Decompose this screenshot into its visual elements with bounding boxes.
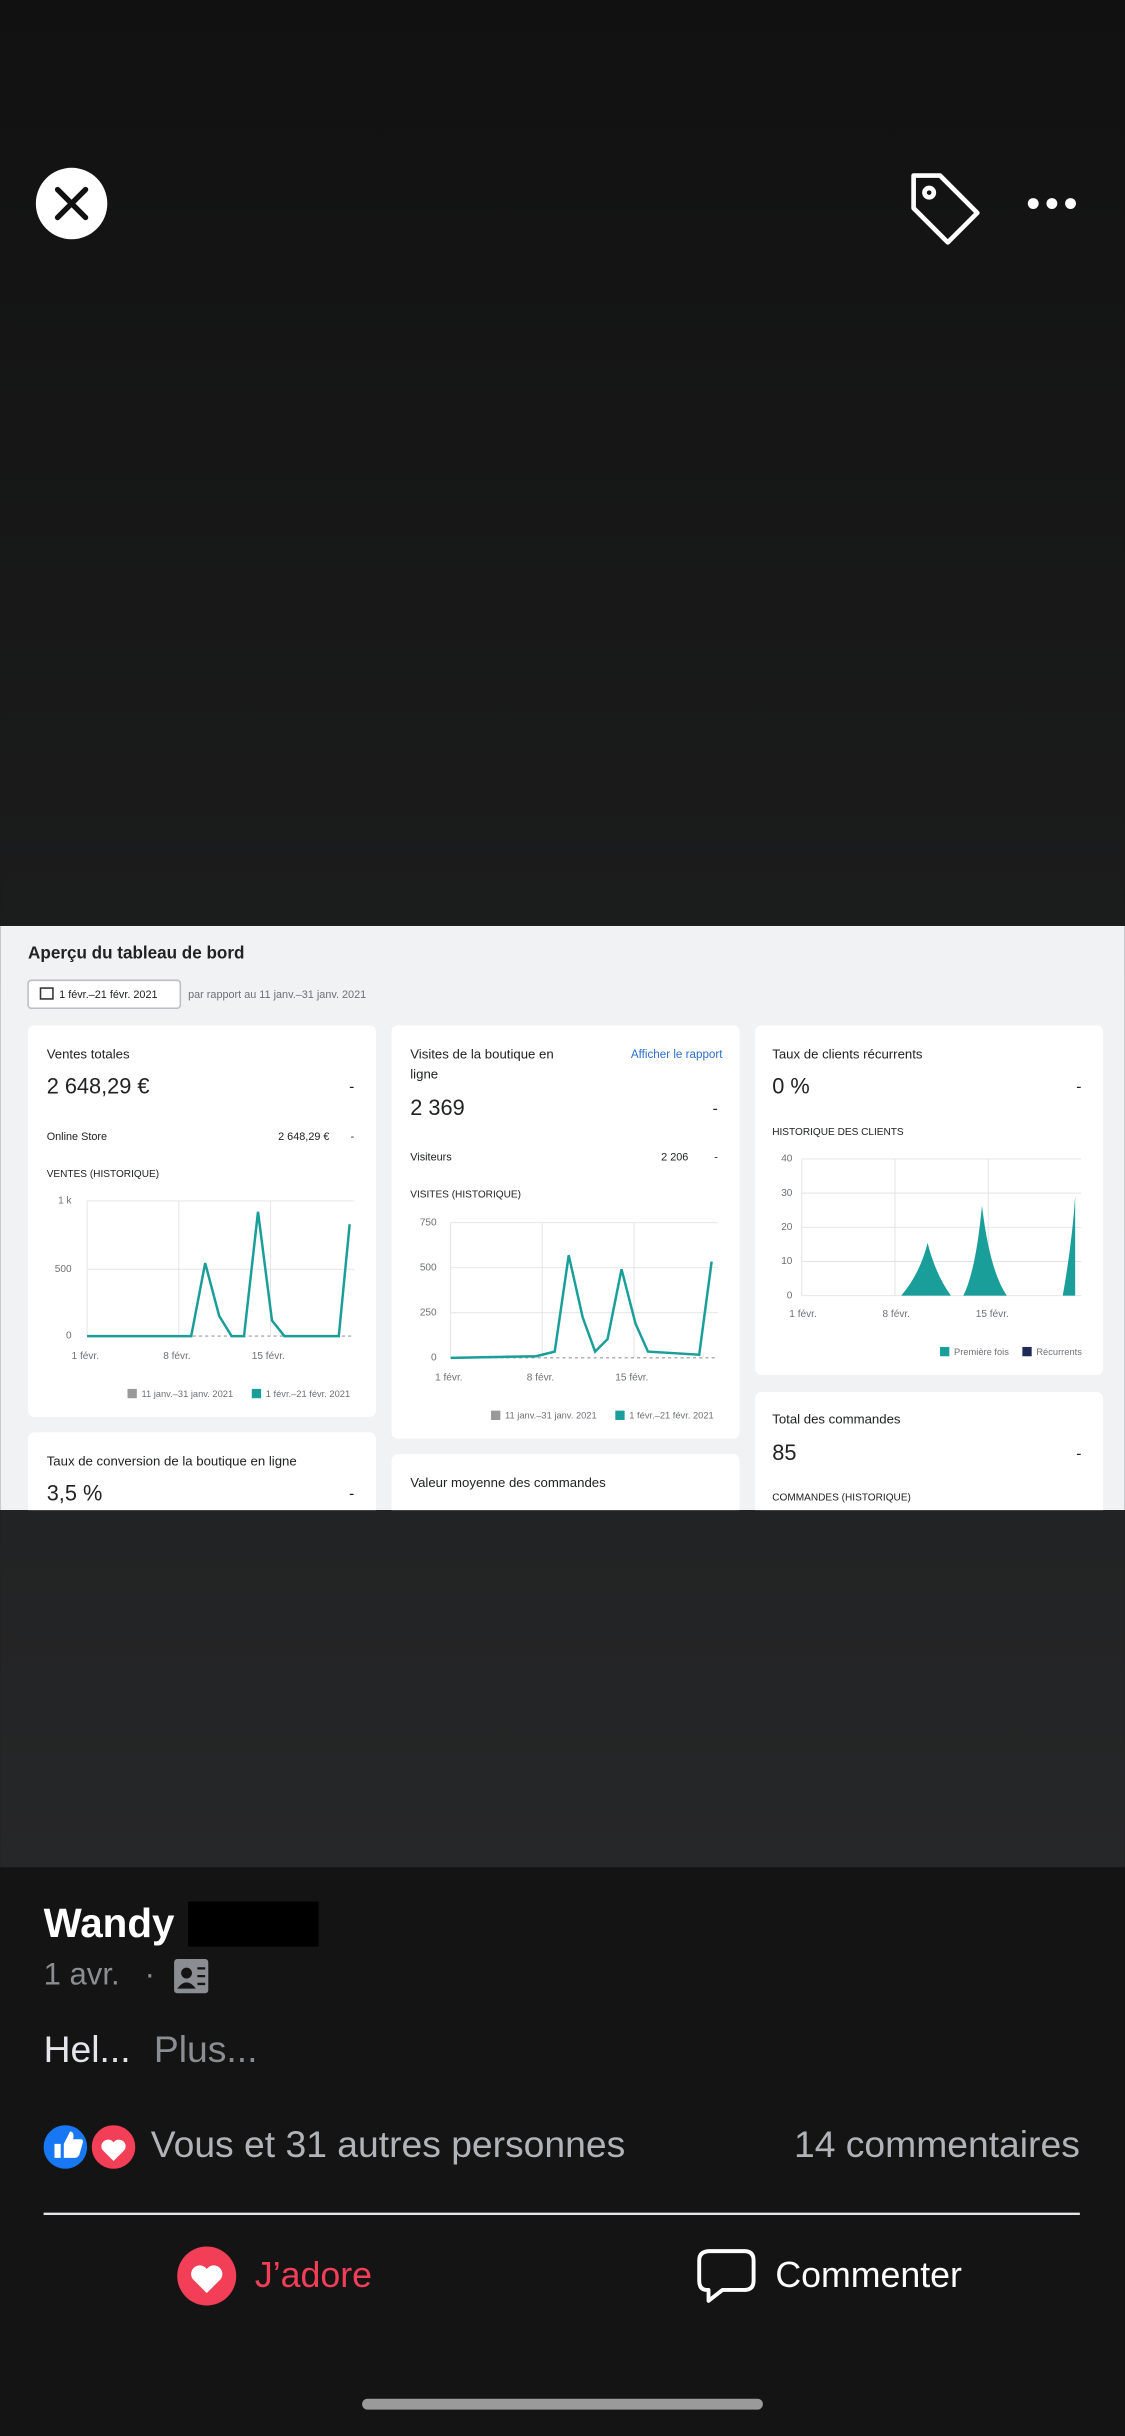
breakdown-change: - [351, 1131, 355, 1143]
legend-swatch [127, 1388, 137, 1399]
y-tick-label: 40 [781, 1154, 793, 1165]
card-change: - [1076, 1445, 1081, 1462]
chart-label: HISTORIQUE DES CLIENTS [772, 1127, 904, 1138]
post-time: 1 avr. [44, 1956, 120, 1991]
reactions-summary[interactable]: Vous et 31 autres personnes [151, 2123, 625, 2165]
legend-swatch [491, 1410, 501, 1420]
breakdown-value: 2 206 [661, 1151, 688, 1163]
grid [450, 1222, 718, 1358]
card-value: 0 % [772, 1073, 809, 1098]
breakdown-label: Visiteurs [410, 1151, 452, 1163]
card [28, 1025, 377, 1417]
tag-button[interactable] [911, 173, 980, 245]
card-value: 2 648,29 € [47, 1073, 150, 1098]
breakdown-change: - [714, 1151, 718, 1163]
close-button[interactable] [35, 167, 108, 240]
areas [901, 1196, 1076, 1296]
x-tick-label: 15 févr. [252, 1351, 285, 1362]
report-link[interactable]: Afficher le rapport [631, 1048, 723, 1061]
legend-label: Première fois [954, 1347, 1009, 1357]
card-title: Taux de conversion de la boutique en lig… [47, 1453, 297, 1468]
line [87, 1211, 351, 1338]
card-value: 3,5 % [47, 1480, 103, 1505]
card-change: - [349, 1486, 354, 1503]
grid [86, 1200, 355, 1337]
card-title: ligne [410, 1067, 438, 1082]
legend-label: 11 janv.–31 janv. 2021 [141, 1389, 233, 1399]
x-tick-label: 1 févr. [789, 1309, 816, 1320]
x-tick-label: 1 févr. [72, 1351, 99, 1362]
y-tick-label: 10 [781, 1256, 793, 1267]
y-tick-label: 0 [787, 1290, 793, 1301]
legend-label: 11 janv.–31 janv. 2021 [505, 1411, 597, 1421]
y-tick-label: 1 k [58, 1196, 72, 1207]
legend-label: 1 févr.–21 févr. 2021 [266, 1389, 350, 1399]
legend-swatch [615, 1410, 625, 1420]
home-indicator [362, 2398, 763, 2410]
card-change: - [1076, 1079, 1081, 1096]
author-name[interactable]: Wandy [44, 1900, 175, 1946]
legend-swatch [251, 1388, 262, 1399]
legend-label: 1 févr.–21 févr. 2021 [629, 1411, 713, 1421]
card [755, 1025, 1104, 1375]
calendar-icon [39, 987, 54, 1000]
card-title: Ventes totales [47, 1046, 130, 1061]
comments-count[interactable]: 14 commentaires [794, 2123, 1080, 2165]
line [450, 1255, 713, 1360]
breakdown-label: Online Store [47, 1131, 107, 1143]
card-title: Taux de clients récurrents [772, 1046, 923, 1061]
more-link[interactable]: Plus... [154, 2028, 258, 2070]
chart-label: VENTES (HISTORIQUE) [47, 1169, 159, 1180]
x-tick-label: 8 févr. [527, 1373, 554, 1384]
y-tick-label: 750 [420, 1217, 437, 1228]
card [391, 1025, 740, 1439]
x-tick-label: 15 févr. [976, 1309, 1009, 1320]
y-tick-label: 0 [431, 1352, 437, 1363]
post-text: Hel... [44, 2028, 131, 2070]
x-tick-label: 15 févr. [615, 1373, 648, 1384]
chart-label: VISITES (HISTORIQUE) [410, 1189, 521, 1200]
y-tick-label: 250 [420, 1307, 437, 1318]
card-title: Valeur moyenne des commandes [410, 1475, 606, 1490]
love-button[interactable]: J’adore [177, 2246, 372, 2306]
y-tick-label: 500 [55, 1264, 72, 1275]
redaction [188, 1901, 319, 1947]
card-value: 2 369 [410, 1095, 464, 1120]
date-box[interactable] [27, 979, 182, 1010]
screenshot-image: Aperçu du tableau de bord 1 févr.–21 fév… [0, 925, 1125, 1511]
date-range: 1 févr.–21 févr. 2021 [59, 989, 157, 1001]
card-title: Visites de la boutique en [410, 1046, 553, 1061]
dashboard-title: Aperçu du tableau de bord [28, 943, 244, 962]
x-tick-label: 8 févr. [163, 1351, 190, 1362]
comment-label[interactable]: Commenter [775, 2255, 962, 2295]
y-tick-label: 30 [781, 1188, 793, 1199]
legend-swatch [940, 1346, 950, 1357]
legend-swatch [1022, 1346, 1032, 1357]
card-change: - [713, 1100, 718, 1117]
card [391, 1454, 740, 1511]
legend-label: Récurrents [1036, 1347, 1082, 1357]
card-change: - [349, 1079, 354, 1096]
separator: · [145, 1956, 155, 1991]
card-title: Total des commandes [772, 1411, 901, 1426]
comment-button[interactable]: Commenter [697, 2249, 962, 2303]
y-tick-label: 0 [66, 1331, 72, 1342]
chart-label: COMMANDES (HISTORIQUE) [772, 1492, 911, 1503]
love-label[interactable]: J’adore [255, 2255, 372, 2295]
cards [28, 1025, 1104, 1511]
breakdown-value: 2 648,29 € [278, 1131, 329, 1143]
x-tick-label: 1 févr. [435, 1373, 462, 1384]
reaction-icons [40, 2122, 139, 2172]
y-tick-label: 500 [420, 1262, 437, 1273]
card [28, 1432, 377, 1511]
y-tick-label: 20 [781, 1222, 793, 1233]
x-tick-label: 8 févr. [883, 1309, 910, 1320]
card-value: 85 [772, 1440, 796, 1465]
comparison: par rapport au 11 janv.–31 janv. 2021 [188, 989, 366, 1001]
more-button[interactable] [1027, 198, 1076, 209]
card [755, 1392, 1104, 1511]
audience-icon [174, 1959, 209, 1994]
